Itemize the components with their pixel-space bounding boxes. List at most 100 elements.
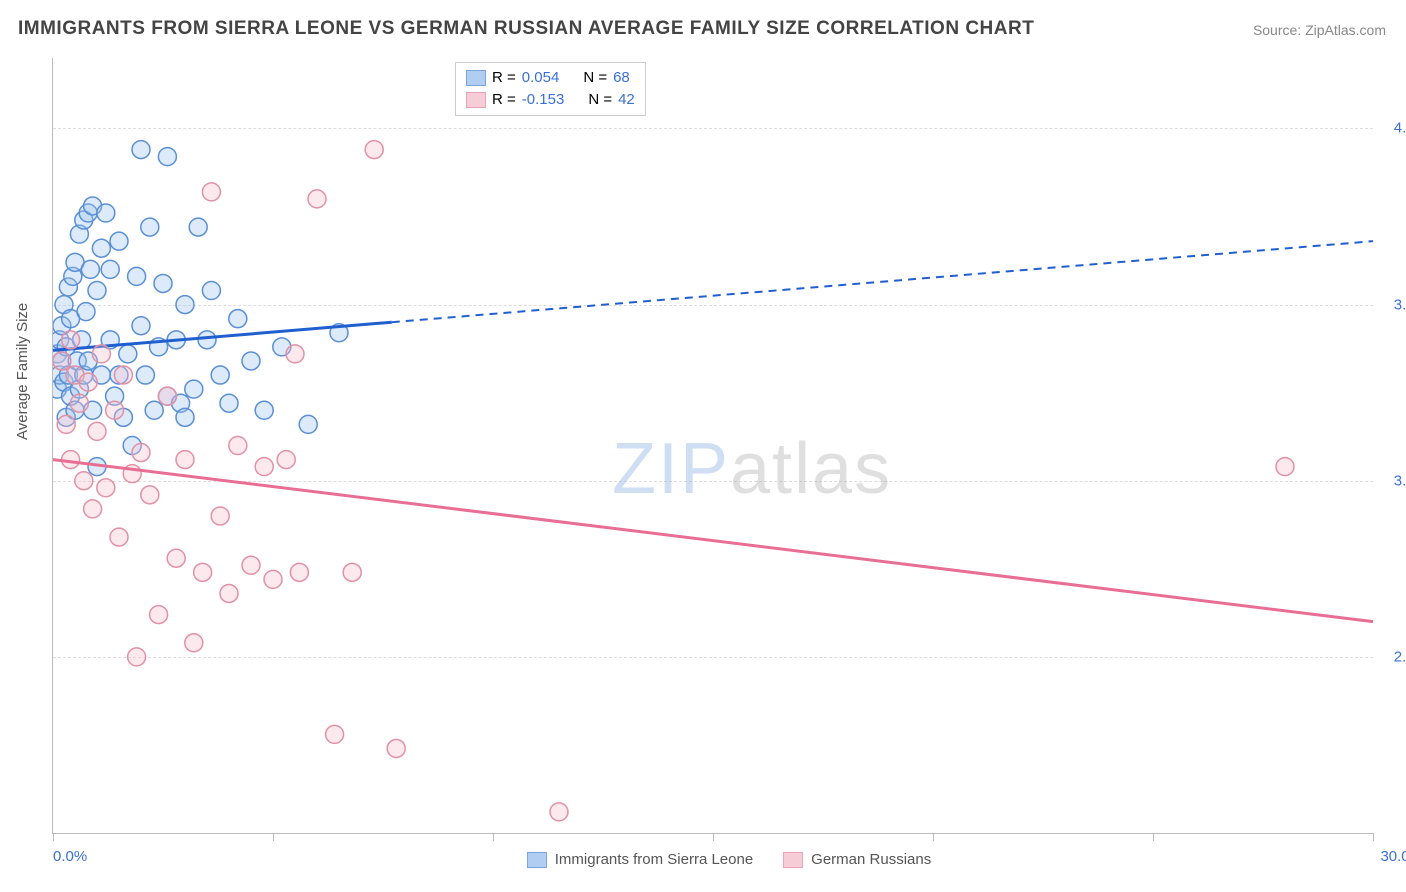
data-point	[97, 479, 115, 497]
data-point	[154, 274, 172, 292]
data-point	[229, 310, 247, 328]
y-tick-label: 4.00	[1394, 120, 1406, 137]
data-point	[326, 725, 344, 743]
data-point	[132, 317, 150, 335]
legend-row: R = 0.054 N = 68	[466, 67, 635, 89]
data-point	[141, 486, 159, 504]
data-point	[128, 267, 146, 285]
data-point	[101, 260, 119, 278]
data-point	[176, 408, 194, 426]
data-point	[57, 415, 75, 433]
data-point	[81, 260, 99, 278]
data-point	[365, 141, 383, 159]
data-point	[70, 394, 88, 412]
data-point	[189, 218, 207, 236]
legend-swatch	[466, 70, 486, 86]
data-point	[387, 739, 405, 757]
data-point	[79, 373, 97, 391]
plot-area: 2.503.003.504.000.0%30.0%	[52, 58, 1373, 834]
x-tick	[493, 833, 494, 841]
data-point	[185, 380, 203, 398]
x-tick	[713, 833, 714, 841]
source-label: Source: ZipAtlas.com	[1253, 22, 1386, 38]
legend-n-value: 42	[618, 89, 635, 111]
legend-item: Immigrants from Sierra Leone	[527, 851, 753, 868]
data-point	[220, 584, 238, 602]
data-point	[88, 282, 106, 300]
data-point	[106, 401, 124, 419]
legend-r-value: 0.054	[522, 67, 560, 89]
legend-r-label: R =	[492, 67, 516, 89]
legend-series-name: Immigrants from Sierra Leone	[555, 851, 753, 868]
x-tick	[53, 833, 54, 841]
data-point	[132, 444, 150, 462]
data-point	[75, 472, 93, 490]
data-point	[141, 218, 159, 236]
legend-r-label: R =	[492, 89, 516, 111]
data-point	[114, 366, 132, 384]
data-point	[110, 528, 128, 546]
data-point	[92, 239, 110, 257]
legend-swatch	[527, 852, 547, 868]
x-tick	[273, 833, 274, 841]
legend-swatch	[466, 92, 486, 108]
data-point	[88, 422, 106, 440]
data-point	[550, 803, 568, 821]
data-point	[255, 401, 273, 419]
data-point	[277, 451, 295, 469]
legend-swatch	[783, 852, 803, 868]
x-tick	[933, 833, 934, 841]
data-point	[150, 606, 168, 624]
data-point	[185, 634, 203, 652]
data-point	[84, 500, 102, 518]
chart-title: IMMIGRANTS FROM SIERRA LEONE VS GERMAN R…	[18, 18, 1034, 40]
data-point	[290, 563, 308, 581]
y-tick-label: 3.00	[1394, 472, 1406, 489]
legend-n-label: N =	[588, 89, 612, 111]
data-point	[136, 366, 154, 384]
data-point	[176, 296, 194, 314]
data-point	[110, 232, 128, 250]
data-point	[145, 401, 163, 419]
data-point	[92, 345, 110, 363]
data-point	[299, 415, 317, 433]
legend-n-value: 68	[613, 67, 630, 89]
data-point	[242, 556, 260, 574]
legend-series-name: German Russians	[811, 851, 931, 868]
data-point	[167, 549, 185, 567]
data-point	[53, 352, 71, 370]
data-point	[229, 437, 247, 455]
data-point	[97, 204, 115, 222]
data-point	[1276, 458, 1294, 476]
data-point	[242, 352, 260, 370]
x-tick	[1373, 833, 1374, 841]
data-point	[176, 451, 194, 469]
data-point	[286, 345, 304, 363]
legend-row: R = -0.153N = 42	[466, 89, 635, 111]
trend-line-extrapolated	[392, 241, 1373, 322]
y-tick-label: 3.50	[1394, 296, 1406, 313]
legend-item: German Russians	[783, 851, 931, 868]
chart-svg	[53, 58, 1373, 833]
trend-line	[53, 460, 1373, 622]
data-point	[202, 282, 220, 300]
data-point	[211, 366, 229, 384]
series-legend: Immigrants from Sierra Leone German Russi…	[0, 851, 1406, 868]
data-point	[194, 563, 212, 581]
data-point	[62, 331, 80, 349]
data-point	[158, 387, 176, 405]
data-point	[343, 563, 361, 581]
data-point	[308, 190, 326, 208]
data-point	[202, 183, 220, 201]
y-axis-label: Average Family Size	[14, 303, 31, 440]
legend-n-label: N =	[583, 67, 607, 89]
data-point	[128, 648, 146, 666]
data-point	[255, 458, 273, 476]
data-point	[132, 141, 150, 159]
correlation-legend: R = 0.054 N = 68R = -0.153N = 42	[455, 62, 646, 116]
data-point	[220, 394, 238, 412]
y-tick-label: 2.50	[1394, 648, 1406, 665]
data-point	[211, 507, 229, 525]
x-tick	[1153, 833, 1154, 841]
data-point	[77, 303, 95, 321]
